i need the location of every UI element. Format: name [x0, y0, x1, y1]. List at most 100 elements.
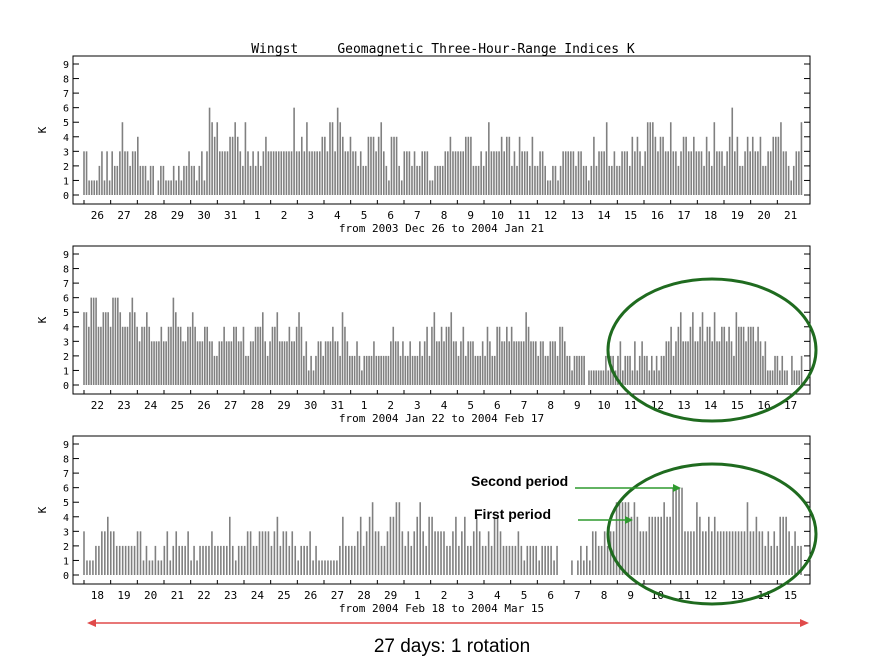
day-tick-label: 12 — [704, 589, 717, 602]
y-tick-label: 0 — [63, 191, 69, 202]
day-tick-label: 13 — [731, 589, 744, 602]
y-tick-label: 4 — [63, 513, 69, 524]
day-tick-label: 3 — [307, 209, 314, 222]
date-range-label: from 2003 Dec 26 to 2004 Jan 21 — [339, 222, 544, 235]
day-tick-label: 20 — [757, 209, 770, 222]
y-tick-label: 0 — [63, 381, 69, 392]
day-tick-label: 17 — [784, 399, 797, 412]
y-tick-label: 3 — [63, 147, 69, 158]
y-tick-label: 8 — [63, 455, 69, 466]
day-tick-label: 26 — [304, 589, 317, 602]
y-tick-label: 9 — [63, 250, 69, 261]
y-tick-label: 1 — [63, 176, 69, 187]
day-tick-label: 23 — [224, 589, 237, 602]
first-period-arrowhead — [625, 516, 633, 524]
day-tick-label: 6 — [547, 589, 554, 602]
y-tick-label: 1 — [63, 556, 69, 567]
day-tick-label: 3 — [414, 399, 421, 412]
y-axis-label: K — [36, 316, 49, 323]
y-tick-label: 2 — [63, 542, 69, 553]
y-tick-label: 2 — [63, 162, 69, 173]
day-tick-label: 20 — [144, 589, 157, 602]
highlight-ellipse-panel-3 — [606, 462, 818, 606]
day-tick-label: 8 — [547, 399, 554, 412]
y-tick-label: 5 — [63, 498, 69, 509]
day-tick-label: 11 — [517, 209, 530, 222]
day-tick-label: 31 — [331, 399, 344, 412]
day-tick-label: 30 — [304, 399, 317, 412]
y-tick-label: 2 — [63, 352, 69, 363]
y-tick-label: 7 — [63, 89, 69, 100]
second-period-arrowhead — [673, 484, 681, 492]
day-tick-label: 6 — [387, 209, 394, 222]
y-tick-label: 6 — [63, 294, 69, 305]
day-tick-label: 1 — [361, 399, 368, 412]
day-tick-label: 9 — [627, 589, 634, 602]
first-period-label: First period — [474, 506, 551, 522]
y-tick-label: 3 — [63, 337, 69, 348]
day-tick-label: 8 — [601, 589, 608, 602]
day-tick-label: 2 — [387, 399, 394, 412]
chart-title: Wingst Geomagnetic Three-Hour-Range Indi… — [251, 42, 635, 57]
day-tick-label: 14 — [597, 209, 611, 222]
day-tick-label: 26 — [91, 209, 104, 222]
day-tick-label: 21 — [784, 209, 797, 222]
rotation-caption: 27 days: 1 rotation — [374, 636, 530, 657]
day-tick-label: 27 — [117, 209, 130, 222]
y-axis-label: K — [36, 506, 49, 513]
day-tick-label: 16 — [651, 209, 664, 222]
day-tick-label: 17 — [677, 209, 690, 222]
day-tick-label: 14 — [704, 399, 718, 412]
day-tick-label: 18 — [704, 209, 717, 222]
day-tick-label: 6 — [494, 399, 501, 412]
day-tick-label: 15 — [624, 209, 637, 222]
day-tick-label: 5 — [467, 399, 474, 412]
day-tick-label: 18 — [91, 589, 104, 602]
day-tick-label: 10 — [491, 209, 504, 222]
day-tick-label: 25 — [171, 399, 184, 412]
plot-frame — [72, 245, 811, 395]
day-tick-label: 15 — [784, 589, 797, 602]
day-tick-label: 4 — [494, 589, 501, 602]
y-tick-label: 6 — [63, 484, 69, 495]
y-tick-label: 8 — [63, 265, 69, 276]
plot-frame — [72, 55, 811, 205]
day-tick-label: 27 — [331, 589, 344, 602]
day-tick-label: 28 — [251, 399, 264, 412]
day-tick-label: 3 — [467, 589, 474, 602]
day-tick-label: 19 — [731, 209, 744, 222]
y-tick-label: 8 — [63, 75, 69, 86]
day-tick-label: 19 — [117, 589, 130, 602]
day-tick-label: 12 — [544, 209, 557, 222]
y-tick-label: 3 — [63, 527, 69, 538]
y-tick-label: 6 — [63, 104, 69, 115]
date-range-label: from 2004 Feb 18 to 2004 Mar 15 — [339, 602, 544, 615]
day-tick-label: 1 — [414, 589, 421, 602]
day-tick-label: 4 — [441, 399, 448, 412]
day-tick-label: 24 — [251, 589, 265, 602]
rotation-arrowhead-right — [800, 619, 809, 627]
rotation-arrowhead-left — [87, 619, 96, 627]
y-tick-label: 1 — [63, 366, 69, 377]
day-tick-label: 29 — [171, 209, 184, 222]
day-tick-label: 1 — [254, 209, 261, 222]
day-tick-label: 7 — [414, 209, 421, 222]
day-tick-label: 26 — [197, 399, 210, 412]
day-tick-label: 5 — [361, 209, 368, 222]
y-tick-label: 4 — [63, 133, 69, 144]
day-tick-label: 2 — [281, 209, 288, 222]
day-tick-label: 22 — [197, 589, 210, 602]
day-tick-label: 23 — [117, 399, 130, 412]
day-tick-label: 22 — [91, 399, 104, 412]
day-tick-label: 8 — [441, 209, 448, 222]
y-tick-label: 7 — [63, 279, 69, 290]
day-tick-label: 9 — [574, 399, 581, 412]
day-tick-label: 25 — [277, 589, 290, 602]
y-axis-label: K — [36, 126, 49, 133]
day-tick-label: 4 — [334, 209, 341, 222]
day-tick-label: 9 — [467, 209, 474, 222]
day-tick-label: 29 — [277, 399, 290, 412]
y-tick-label: 5 — [63, 118, 69, 129]
day-tick-label: 29 — [384, 589, 397, 602]
